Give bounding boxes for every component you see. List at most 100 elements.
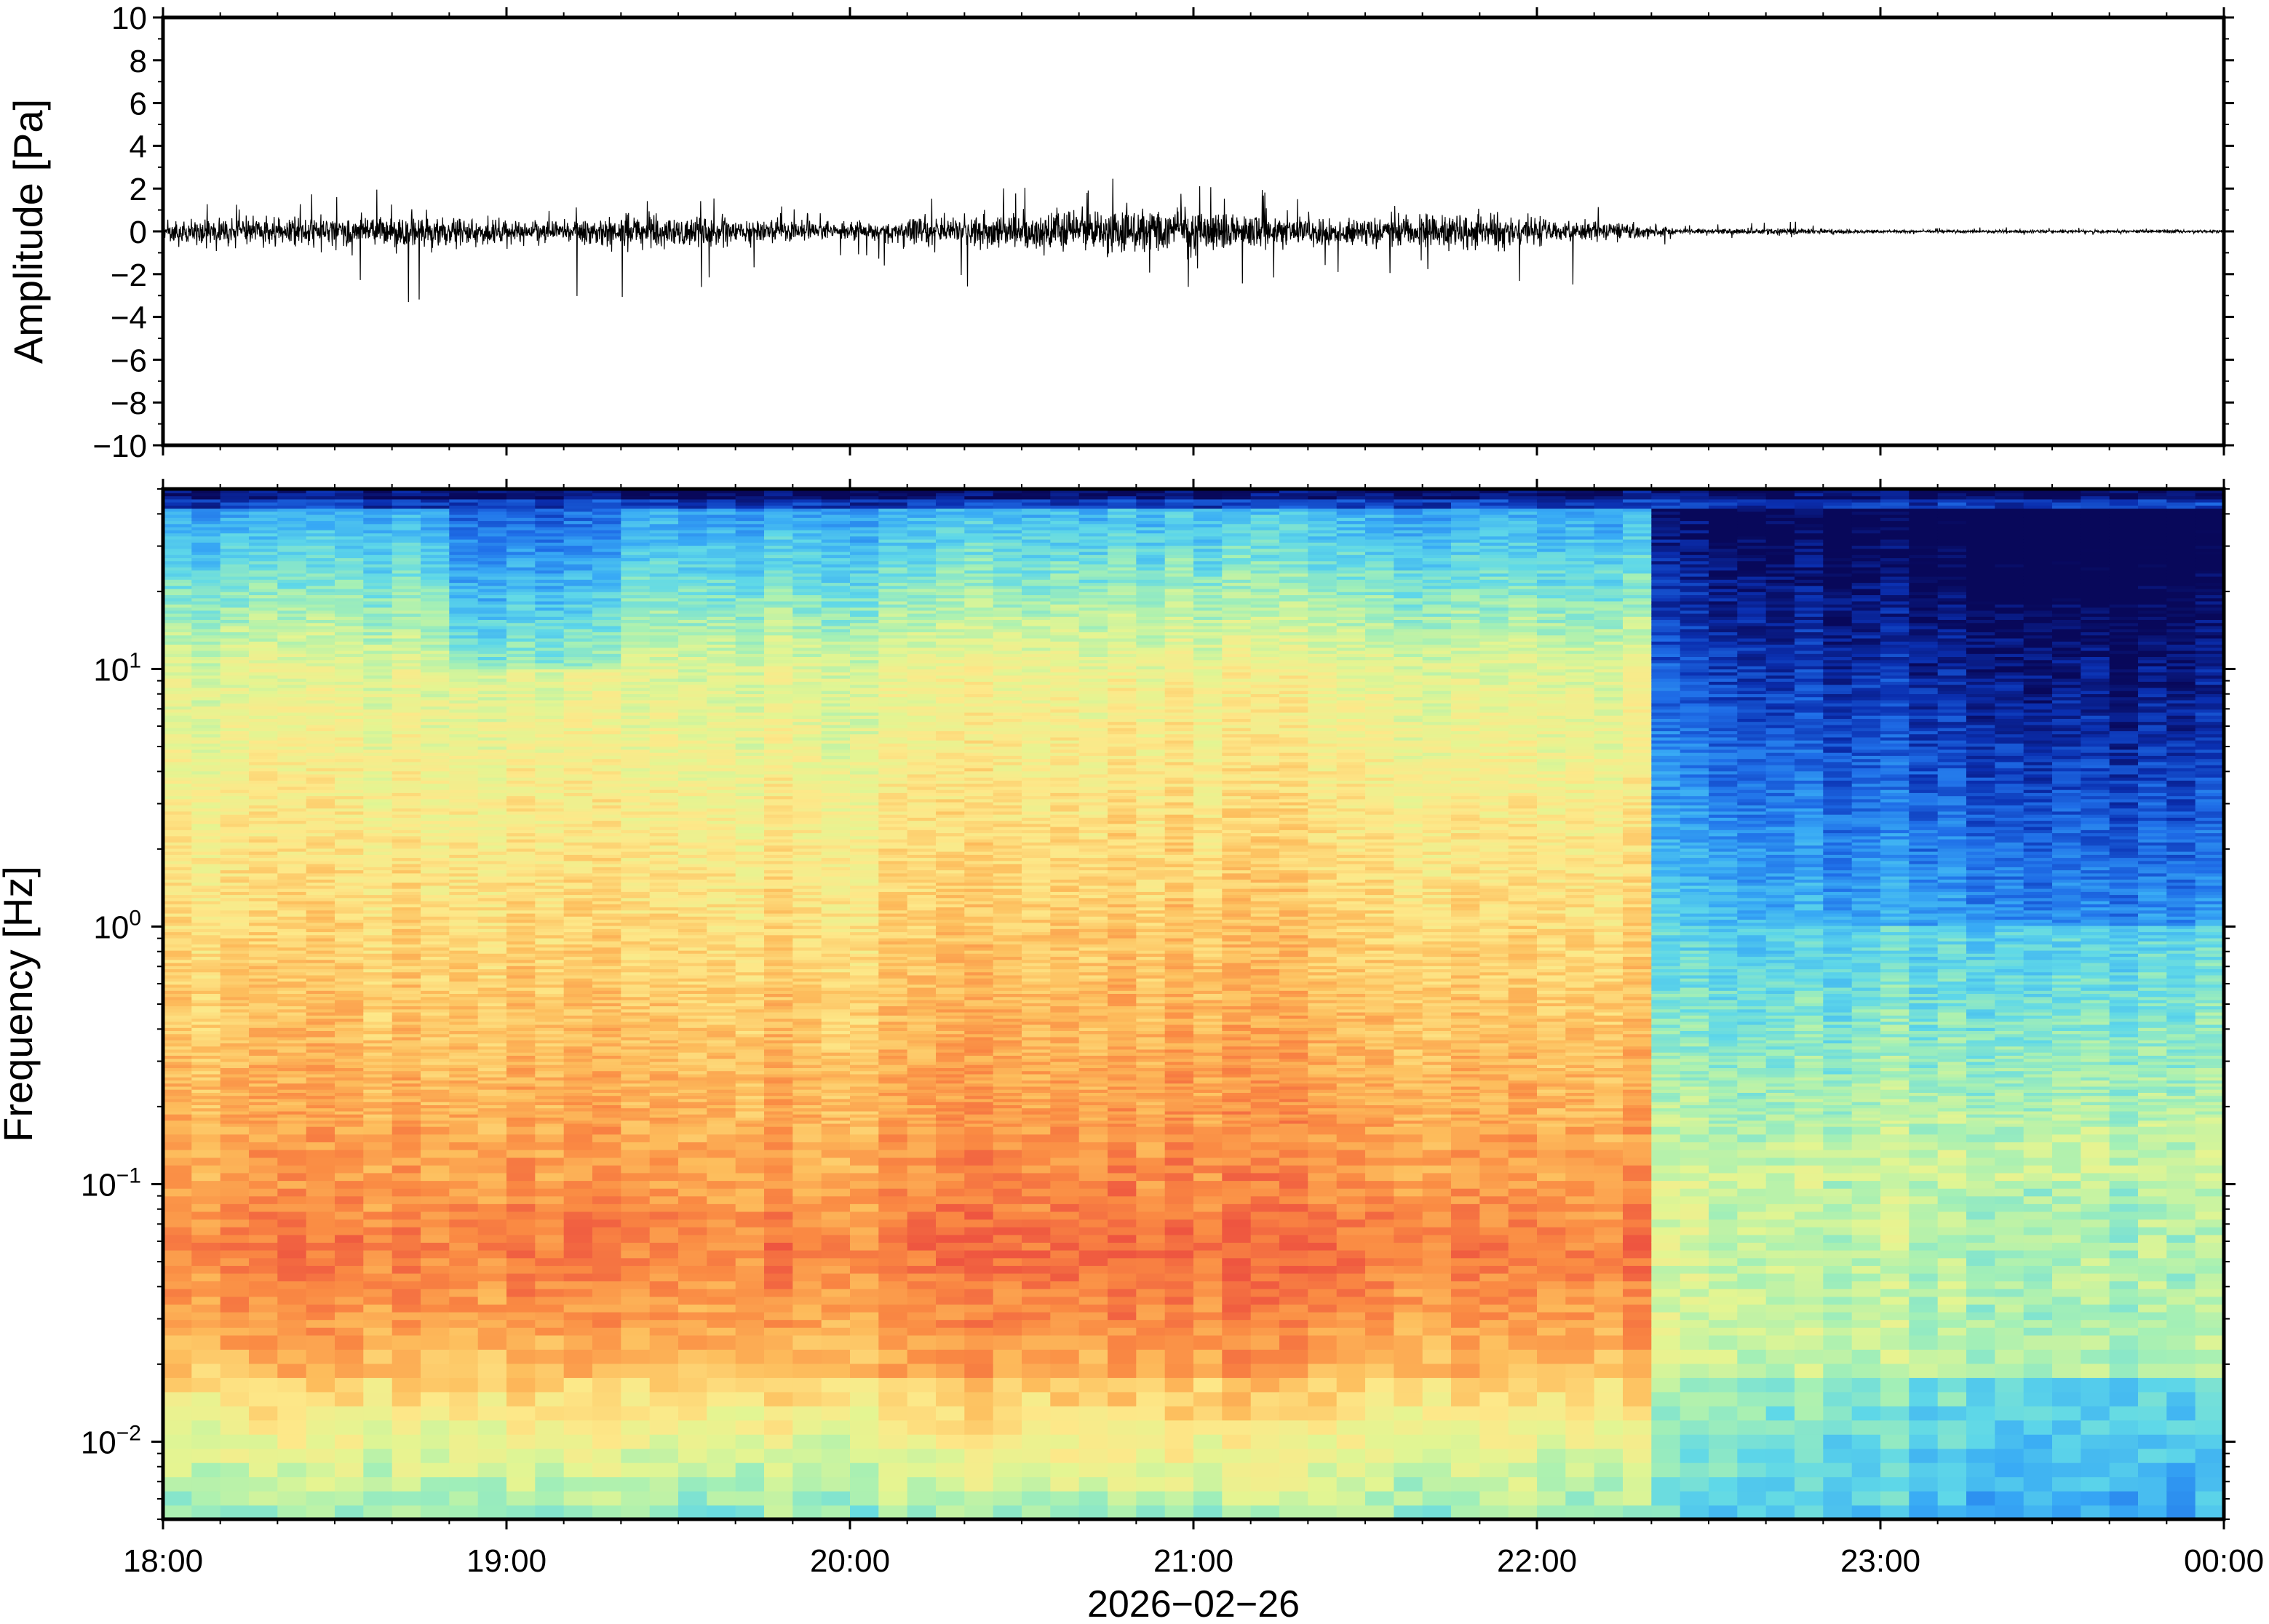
spectrogram-cell — [563, 634, 593, 639]
spectrogram-cell — [277, 1080, 307, 1084]
spectrogram-cell — [592, 1211, 621, 1220]
spectrogram-cell — [649, 783, 679, 787]
spectrogram-cell — [163, 1126, 192, 1135]
spectrogram-cell — [392, 913, 421, 917]
spectrogram-cell — [363, 629, 393, 632]
spectrogram-cell — [249, 647, 278, 651]
spectrogram-cell — [335, 1462, 364, 1478]
spectrogram-cell — [249, 672, 278, 676]
spectrogram-cell — [363, 864, 393, 867]
spectrogram-cell — [277, 1098, 307, 1102]
spectrogram-cell — [563, 860, 593, 864]
spectrogram-cell — [592, 721, 621, 725]
spectrogram-cell — [621, 1003, 651, 1006]
spectrogram-cell — [477, 619, 507, 624]
spectrogram-cell — [220, 919, 250, 923]
spectrogram-cell — [535, 907, 565, 911]
spectrogram-cell — [335, 693, 364, 698]
spectrogram-cell — [621, 1021, 651, 1025]
spectrogram-cell — [277, 959, 307, 963]
spectrogram-cell — [335, 1055, 364, 1059]
spectrogram-cell — [563, 851, 593, 855]
spectrogram-cell — [163, 938, 192, 942]
spectrogram-cell — [649, 542, 679, 546]
spectrogram-cell — [621, 594, 651, 599]
spectrogram-cell — [220, 1083, 250, 1087]
spectrogram-cell — [449, 592, 479, 595]
spectrogram-cell — [191, 839, 221, 843]
spectrogram-cell — [392, 564, 421, 568]
spectrogram-cell — [449, 678, 479, 682]
spectrogram-cell — [163, 931, 192, 936]
spectrogram-cell — [392, 950, 421, 954]
spectrogram-cell — [621, 570, 651, 574]
spectrogram-cell — [563, 536, 593, 540]
spectrogram-cell — [421, 684, 450, 688]
spectrogram-cell — [678, 585, 707, 589]
spectrogram-cell — [335, 777, 364, 781]
spectrogram-cell — [191, 527, 221, 530]
spectrogram-cell — [163, 638, 192, 642]
spectrogram-cell — [191, 996, 221, 1000]
spectrogram-cell — [535, 570, 565, 574]
spectrogram-cell — [363, 1126, 393, 1135]
spectrogram-cell — [277, 1048, 307, 1053]
spectrogram-cell — [506, 724, 536, 728]
spectrogram-cell — [592, 926, 621, 929]
spectrogram-cell — [563, 832, 593, 837]
spectrogram-cell — [678, 857, 707, 861]
spectrogram-cell — [163, 1073, 192, 1078]
spectrogram-cell — [392, 527, 421, 530]
spectrogram-cell — [707, 916, 736, 920]
spectrogram-cell — [220, 1070, 250, 1075]
spectrogram-cell — [621, 872, 651, 877]
spectrogram-cell — [477, 728, 507, 731]
spectrogram-cell — [535, 659, 565, 664]
spectrogram-cell — [592, 1157, 621, 1166]
spectrogram-cell — [277, 909, 307, 914]
spectrogram-cell — [563, 703, 593, 706]
spectrogram-cell — [335, 1030, 364, 1035]
spectrogram-cell — [592, 1110, 621, 1115]
spectrogram-cell — [363, 1008, 393, 1013]
spectrogram-cell — [306, 938, 335, 942]
spectrogram-cell — [649, 773, 679, 778]
spectrogram-cell — [306, 1172, 335, 1182]
spectrogram-cell — [449, 641, 479, 645]
spectrogram-cell — [535, 721, 565, 725]
spectrogram-cell — [220, 1126, 250, 1135]
spectrogram-cell — [163, 1003, 192, 1006]
spectrogram-cell — [421, 1257, 450, 1266]
spectrogram-cell — [306, 1120, 335, 1124]
spectrogram-cell — [707, 1052, 736, 1056]
spectrogram-cell — [220, 570, 250, 574]
spectrogram-cell — [163, 1064, 192, 1068]
spectrogram-cell — [277, 1281, 307, 1289]
spectrogram-cell — [249, 1157, 278, 1166]
spectrogram-cell — [535, 808, 565, 812]
spectrogram-cell — [563, 919, 593, 923]
spectrogram-cell — [707, 773, 736, 778]
spectrogram-cell — [535, 653, 565, 657]
spectrogram-cell — [249, 978, 278, 982]
spectrogram-cell — [477, 517, 507, 522]
spectrogram-cell — [563, 604, 593, 608]
spectrogram-cell — [249, 570, 278, 574]
spectrogram-cell — [277, 570, 307, 574]
spectrogram-cell — [306, 851, 335, 855]
spectrogram-cell — [220, 557, 250, 562]
spectrogram-cell — [592, 842, 621, 846]
spectrogram-cell — [707, 854, 736, 859]
spectrogram-cell — [707, 987, 736, 991]
spectrogram-cell — [220, 761, 250, 765]
spectrogram-cell — [563, 1058, 593, 1062]
spectrogram-cell — [306, 1095, 335, 1099]
spectrogram-cell — [249, 1434, 278, 1449]
spectrogram-cell — [621, 597, 651, 602]
spectrogram-cell — [477, 1242, 507, 1251]
spectrogram-cell — [220, 1505, 250, 1519]
spectrogram-cell — [477, 520, 507, 525]
spectrogram-cell — [506, 709, 536, 713]
spectrogram-cell — [363, 573, 393, 577]
spectrogram-cell — [249, 867, 278, 871]
